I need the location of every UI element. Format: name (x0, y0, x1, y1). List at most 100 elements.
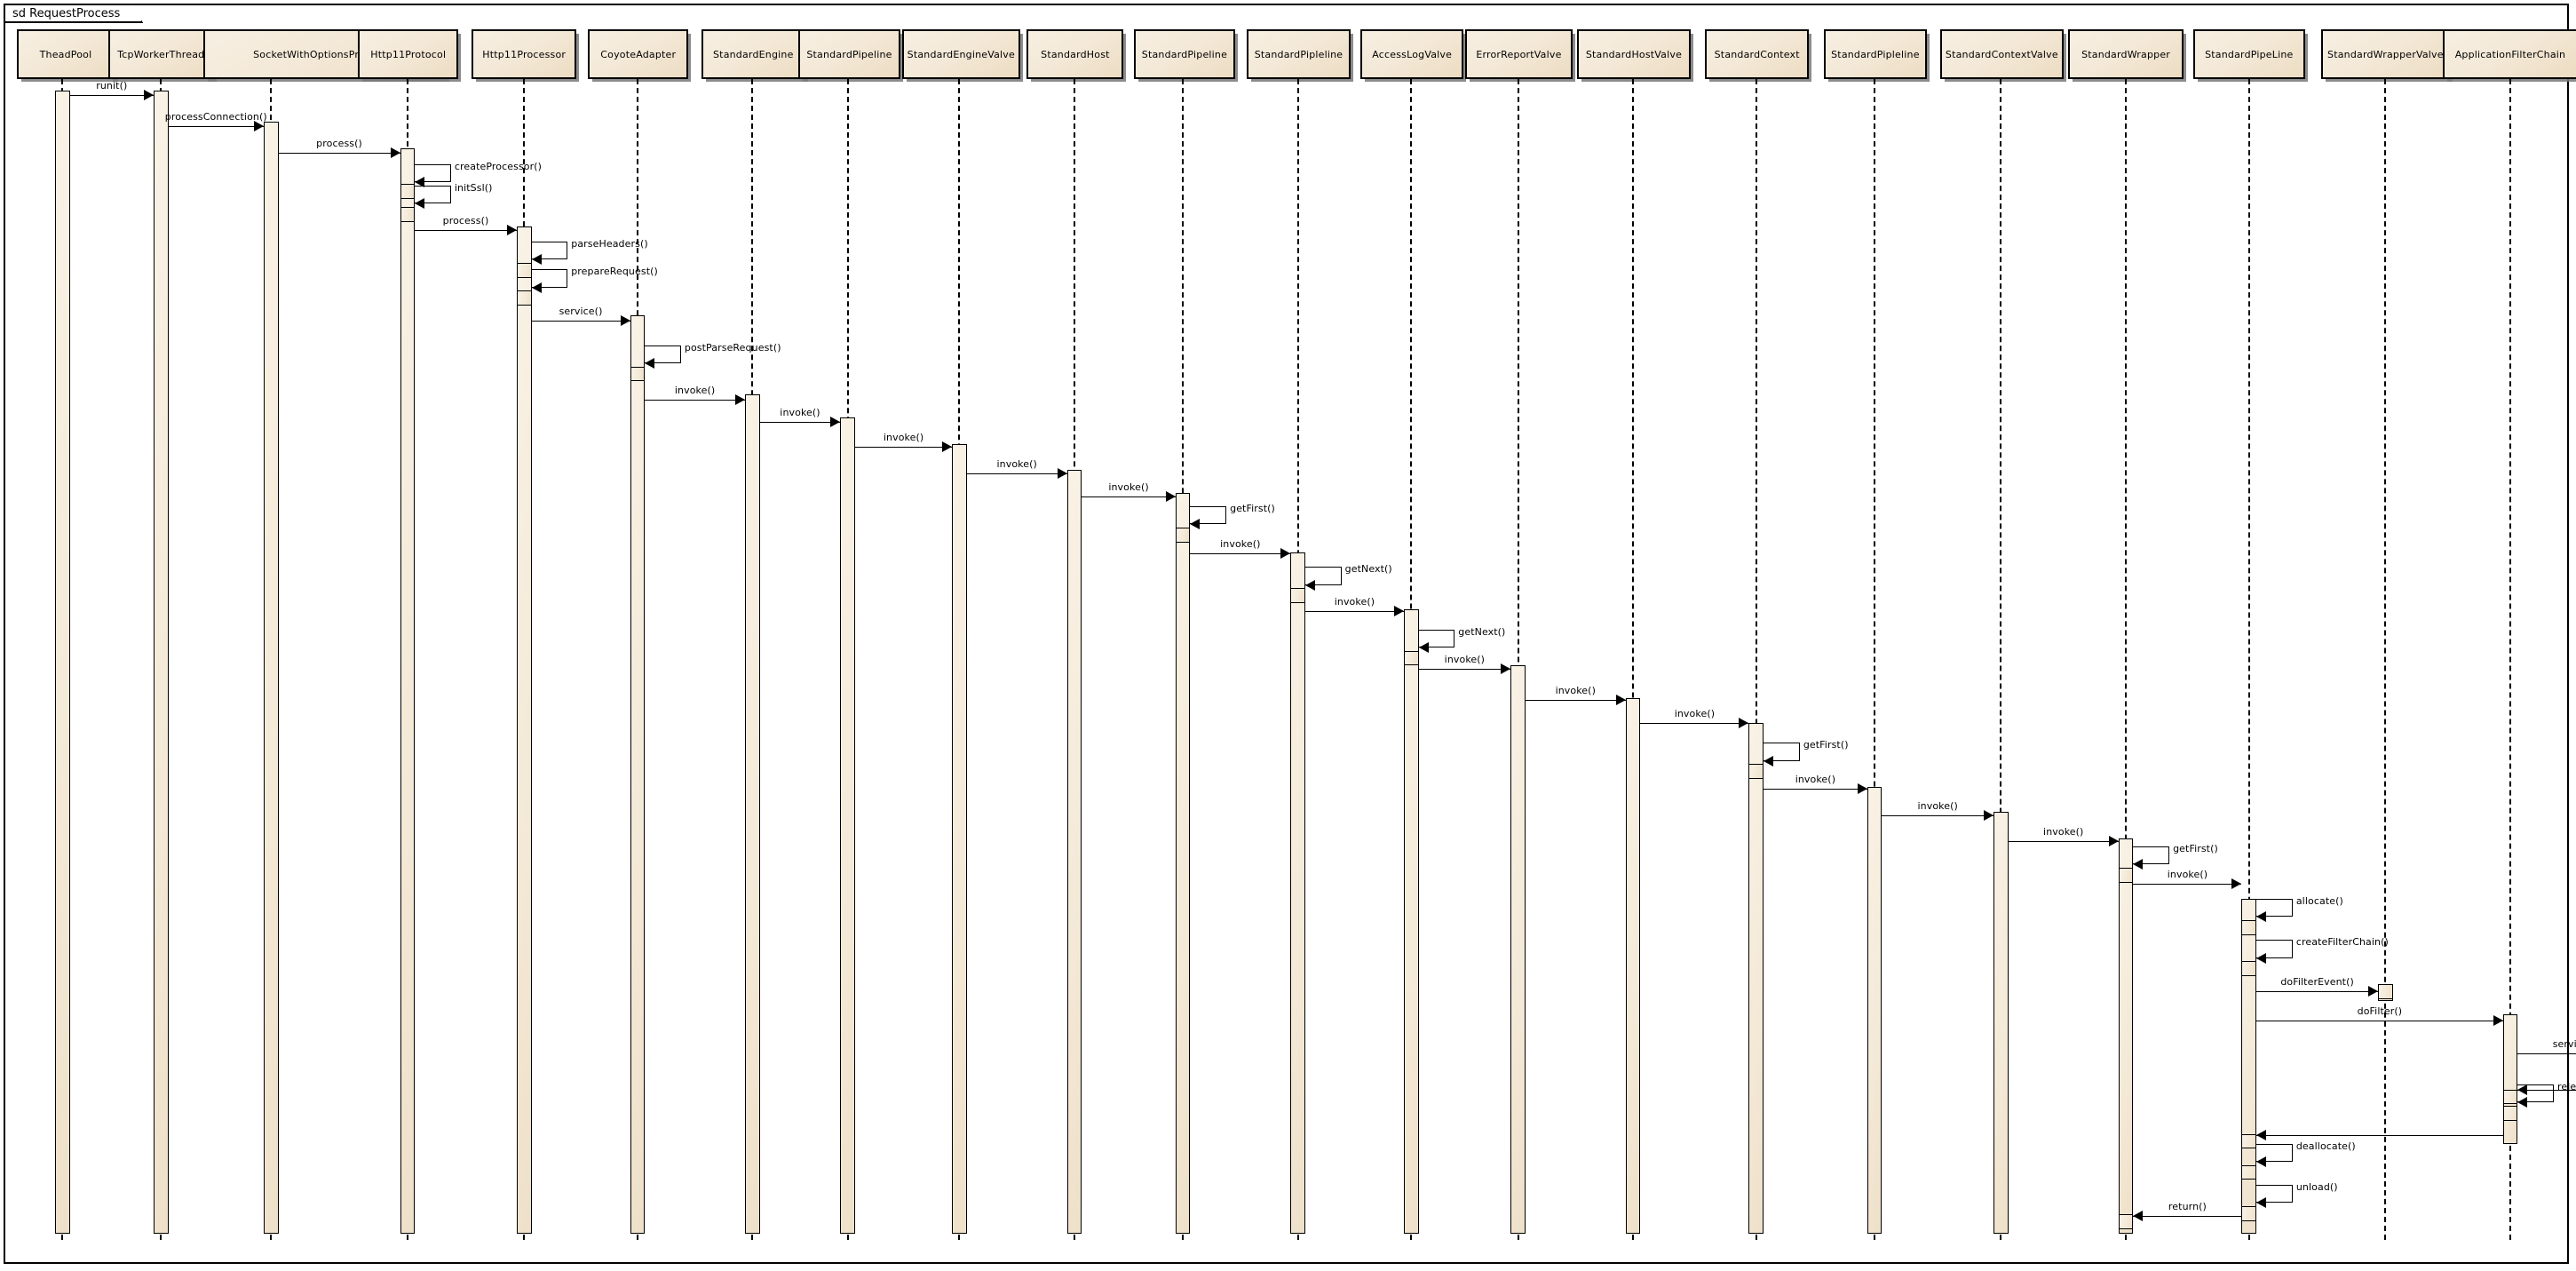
lifeline-head-coyoteadapter[interactable]: CoyoteAdapter (588, 29, 689, 79)
message-arrowhead (506, 225, 517, 236)
message-line (966, 473, 1067, 474)
message-arrowhead (1418, 641, 1429, 653)
activation-bar-standardpipleline2 (1867, 787, 1882, 1235)
message-arrowhead (415, 198, 425, 210)
lifeline-head-standardwrapper[interactable]: StandardWrapper (2068, 29, 2184, 79)
message-label: service() (559, 305, 603, 317)
lifeline-head-applicationfilterchain[interactable]: ApplicationFilterChain (2443, 29, 2576, 79)
message-arrowhead (2133, 1211, 2144, 1222)
message-arrowhead (1280, 548, 1291, 560)
message-label: unload() (2295, 1180, 2338, 1193)
message-label: getFirst() (1803, 739, 1849, 751)
lifeline-standardpipeline3 (2247, 78, 2250, 1240)
activation-bar-threadpool (54, 90, 70, 1235)
lifeline-head-standardhostvalve[interactable]: StandardHostValve (1577, 29, 1691, 79)
lifeline-name: StandardContextValve (1945, 48, 2058, 60)
self-call-bracket (2517, 1084, 2554, 1103)
lifeline-head-standardpipleline2[interactable]: StandardPipleline (1823, 29, 1928, 79)
message-label: invoke() (2167, 869, 2208, 881)
message-line (2008, 841, 2119, 843)
message-line (1882, 814, 1994, 816)
lifeline-head-errorreportvalve[interactable]: ErrorReportValve (1465, 29, 1573, 79)
message-line (1764, 789, 1867, 790)
lifeline-head-standardwrappervalve[interactable]: StandardWrapperValve (2321, 29, 2450, 79)
lifeline-standardcontextvalve (2000, 78, 2002, 1240)
lifeline-head-http11processor[interactable]: Http11Processor (471, 29, 577, 79)
message-line (2256, 990, 2379, 992)
lifeline-head-standardpipeline2[interactable]: StandardPipeline (1133, 29, 1236, 79)
lifeline-name: StandardHost (1041, 48, 1110, 60)
lifeline-standardwrappervalve (2384, 78, 2387, 1240)
message-arrowhead (2256, 1197, 2267, 1209)
lifeline-name: ApplicationFilterChain (2454, 48, 2566, 60)
message-label: release() (2557, 1081, 2576, 1093)
lifeline-name: ErrorReportValve (1476, 48, 1562, 60)
lifeline-head-standardengine[interactable]: StandardEngine (701, 29, 805, 79)
lifeline-standardcontext (1755, 78, 1757, 1240)
message-arrowhead (390, 147, 400, 159)
message-label: invoke() (1108, 481, 1149, 493)
message-arrowhead (942, 441, 953, 453)
lifeline-head-standardpipleline1[interactable]: StandardPipleline (1247, 29, 1351, 79)
self-call-stub (400, 184, 416, 199)
message-line (2256, 1135, 2503, 1137)
activation-bar-standardpipeline3 (2241, 899, 2257, 1235)
message-arrowhead (1984, 809, 1994, 821)
message-arrowhead (143, 90, 154, 101)
message-label: invoke() (780, 407, 820, 419)
message-arrowhead (620, 314, 630, 326)
self-call-stub (630, 366, 646, 382)
message-label: createFilterChain() (2295, 936, 2389, 949)
message-arrowhead (2256, 1130, 2267, 1141)
activation-bar-standardhost (1066, 470, 1082, 1235)
message-arrowhead (1501, 663, 1511, 674)
self-call-stub (2241, 1133, 2257, 1149)
message-arrowhead (253, 121, 264, 132)
message-arrowhead (2517, 1084, 2528, 1095)
self-call-stub (2502, 1089, 2518, 1105)
activation-bar-http11protocol (400, 147, 416, 1235)
lifeline-head-standardcontextvalve[interactable]: StandardContextValve (1940, 29, 2064, 79)
message-line (1640, 723, 1749, 725)
lifeline-head-standardcontext[interactable]: StandardContext (1705, 29, 1809, 79)
lifeline-name: StandardHostValve (1585, 48, 1683, 60)
message-label: invoke() (996, 457, 1037, 470)
self-call-bracket (2256, 899, 2293, 918)
message-label: invoke() (1674, 708, 1716, 720)
lifeline-head-standardhost[interactable]: StandardHost (1026, 29, 1124, 79)
message-label: invoke() (1220, 538, 1261, 551)
message-arrowhead (531, 254, 542, 266)
message-label: invoke() (1555, 685, 1596, 697)
lifeline-head-standardpipeline3[interactable]: StandardPipeLine (2192, 29, 2305, 79)
activation-bar-standardpipleline1 (1290, 552, 1305, 1235)
self-call-bracket (415, 186, 451, 204)
message-line (645, 399, 746, 401)
self-call-stub (2118, 1214, 2134, 1229)
lifeline-head-http11protocol[interactable]: Http11Protocol (358, 29, 459, 79)
activation-bar-applicationfilterchain (2502, 1013, 2518, 1144)
self-call-bracket (1764, 743, 1800, 761)
self-call-stub (2502, 1106, 2518, 1121)
lifeline-head-tcpworkerthread[interactable]: TcpWorkerThread (108, 29, 214, 79)
activation-bar-socketwithoptionsprocessor (263, 121, 279, 1235)
self-call-bracket (2133, 846, 2170, 865)
message-arrowhead (1393, 606, 1404, 617)
lifeline-head-accesslogvalve[interactable]: AccessLogValve (1359, 29, 1464, 79)
message-label: invoke() (1334, 596, 1375, 608)
message-line (69, 95, 154, 97)
message-line (1304, 611, 1404, 613)
message-arrowhead (2256, 952, 2267, 964)
message-label: process() (316, 138, 362, 150)
message-label: initSsl() (454, 182, 493, 195)
message-line (1418, 669, 1511, 670)
self-call-stub (1290, 588, 1305, 603)
message-label: invoke() (1917, 799, 1958, 812)
lifeline-head-threadpool[interactable]: TheadPool (16, 29, 115, 79)
self-call-bracket (1418, 629, 1455, 647)
lifeline-head-standardenginevalve[interactable]: StandardEngineValve (901, 29, 1020, 79)
message-label: invoke() (883, 432, 924, 444)
lifeline-head-standardpipeline1[interactable]: StandardPipeline (798, 29, 900, 79)
message-arrowhead (2256, 1156, 2267, 1168)
message-arrowhead (1165, 490, 1176, 502)
message-arrowhead (2493, 1014, 2503, 1026)
